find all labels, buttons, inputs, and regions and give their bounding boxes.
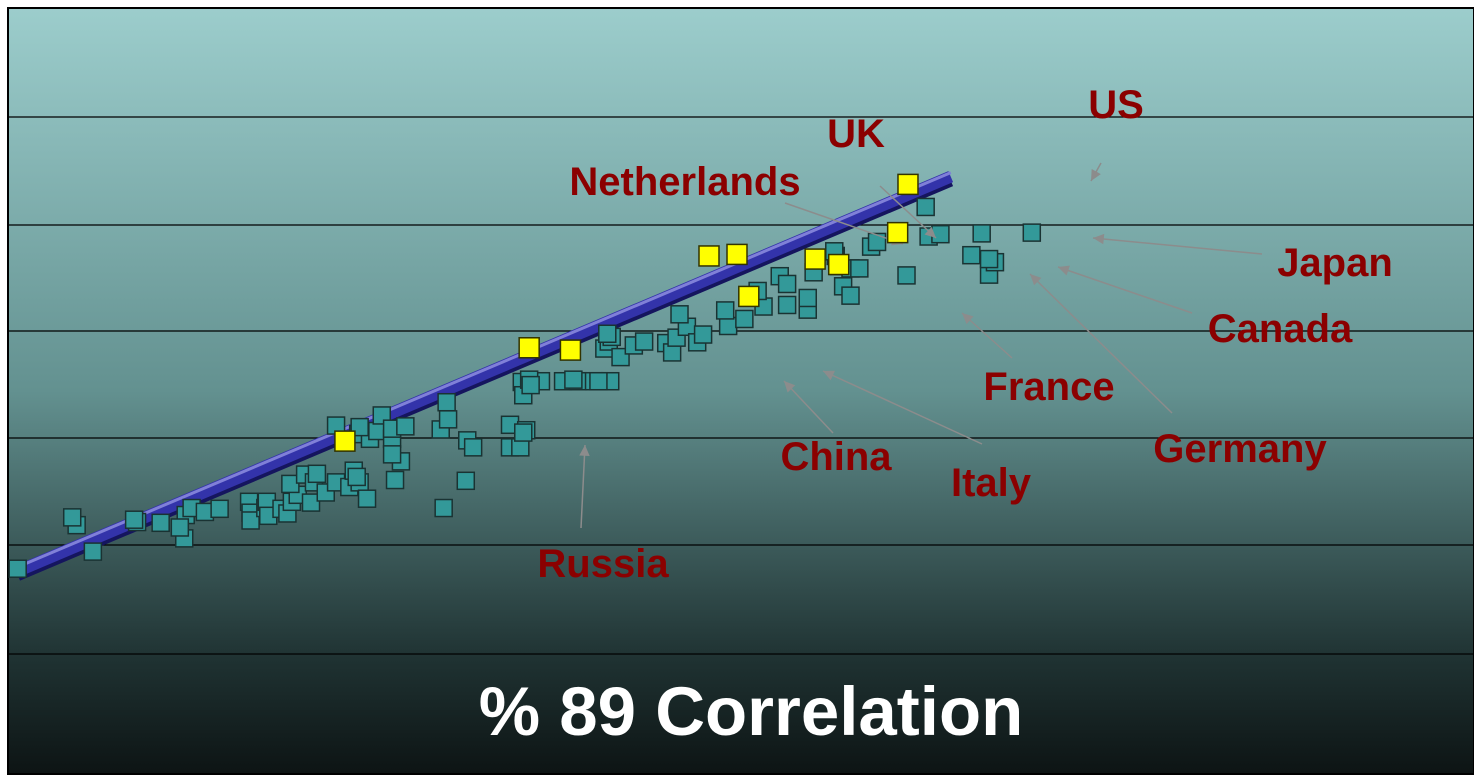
data-point [735,309,754,329]
highlighted-points [334,173,919,452]
arrow-line [580,444,586,529]
arrow-head [924,226,936,238]
highlighted-point [698,245,720,267]
data-point [396,417,415,436]
data-point [210,499,229,519]
highlighted-point [804,248,826,270]
highlighted-point [897,173,919,196]
trend-line [15,171,954,577]
data-point [307,464,327,484]
data-point [357,489,377,508]
country-label: US [1088,83,1144,127]
arrow-head [962,313,974,325]
arrow-line [784,202,904,245]
country-label: Russia [537,542,669,586]
trend-line-highlight [17,171,952,569]
highlighted-point [886,221,909,244]
arrow-line [822,370,983,445]
country-labels: US UK Netherlands Japan Canada Germany France I… [537,83,1392,586]
data-point [463,438,483,457]
data-point [693,325,713,344]
arrow-line [783,380,834,434]
data-point [916,197,935,217]
data-point [634,332,654,351]
arrow-line [1057,266,1193,314]
data-point [434,498,453,518]
trend-line-group [15,171,954,581]
data-point [850,259,869,278]
arrow-line [879,185,937,239]
arrow-head [1093,233,1105,245]
country-label: Germany [1153,427,1327,471]
data-point [777,295,797,315]
data-point [151,513,170,533]
data-point [456,471,476,491]
country-label: Canada [1208,307,1353,351]
data-point [777,274,797,294]
arrow-head [579,445,590,457]
arrow-line [1029,273,1173,414]
country-label: China [780,435,892,479]
chart-title: % 89 Correlation [479,673,1024,750]
data-points [8,197,1042,578]
arrow-head [1091,169,1101,181]
data-point [301,493,321,512]
data-point [962,245,981,265]
data-point [589,371,608,391]
highlighted-point [559,339,582,361]
data-point [798,288,818,308]
data-point [897,266,916,285]
data-point [62,508,82,527]
arrow-head [1058,265,1070,276]
data-point [670,305,689,324]
data-point [564,370,583,389]
data-point [718,316,738,336]
country-label: Italy [951,461,1032,505]
data-point [972,224,991,243]
data-point [841,286,860,305]
data-point [979,249,999,269]
arrow-line [961,312,1013,359]
gridlines [8,116,1474,655]
data-point [382,445,402,464]
arrow-head [823,370,835,381]
country-label: Japan [1277,241,1393,285]
highlighted-point [518,337,540,359]
arrow-head [1030,274,1042,286]
arrow-line [1092,237,1263,255]
data-point [867,232,887,252]
data-point [598,324,617,344]
highlighted-point [334,430,356,452]
data-point [170,518,190,537]
data-point [1022,223,1042,242]
label-arrows [579,162,1263,529]
data-point [437,392,456,412]
highlighted-point [827,253,850,276]
data-point [521,375,540,395]
data-point [124,510,144,529]
plot-background [7,7,1474,775]
data-point [715,301,735,320]
country-label: UK [827,112,885,156]
data-point [438,410,458,429]
data-point [385,470,405,490]
data-point [281,474,300,494]
arrow-head [784,381,796,393]
highlighted-point [726,243,748,266]
country-label: Netherlands [569,160,800,204]
data-point [8,559,27,578]
data-point [83,542,103,561]
data-point [347,467,366,487]
highlighted-point [738,285,760,308]
country-label: France [983,365,1114,409]
data-point [514,423,533,442]
